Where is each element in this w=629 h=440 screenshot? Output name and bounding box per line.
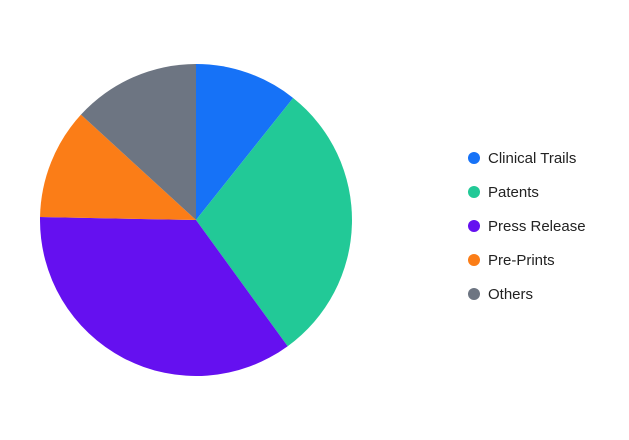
pie-slice-clinical-trails xyxy=(196,64,294,220)
legend-dot xyxy=(468,220,480,232)
legend-label: Pre-Prints xyxy=(488,251,555,269)
legend-dot xyxy=(468,254,480,266)
legend-dot xyxy=(468,186,480,198)
legend-dot xyxy=(468,288,480,300)
legend-label: Patents xyxy=(488,183,539,201)
pie-slice-patents xyxy=(196,97,352,347)
legend-label: Clinical Trails xyxy=(488,149,577,167)
legend-item-others: Others xyxy=(468,277,586,311)
legend-item-press-release: Press Release xyxy=(468,209,586,243)
pie-slice-press-release xyxy=(40,217,288,376)
pie-slice-others xyxy=(80,64,196,220)
chart-legend: Clinical Trails Patents Press Release Pre-P… xyxy=(468,141,586,311)
legend-item-clinical-trails: Clinical Trails xyxy=(468,141,586,175)
legend-item-pre-prints: Pre-Prints xyxy=(468,243,586,277)
legend-label: Others xyxy=(488,285,534,303)
pie-slices xyxy=(40,64,352,376)
pie-slice-pre-prints xyxy=(40,114,196,220)
legend-dot xyxy=(468,152,480,164)
legend-item-patents: Patents xyxy=(468,175,586,209)
legend-label: Press Release xyxy=(488,217,586,235)
